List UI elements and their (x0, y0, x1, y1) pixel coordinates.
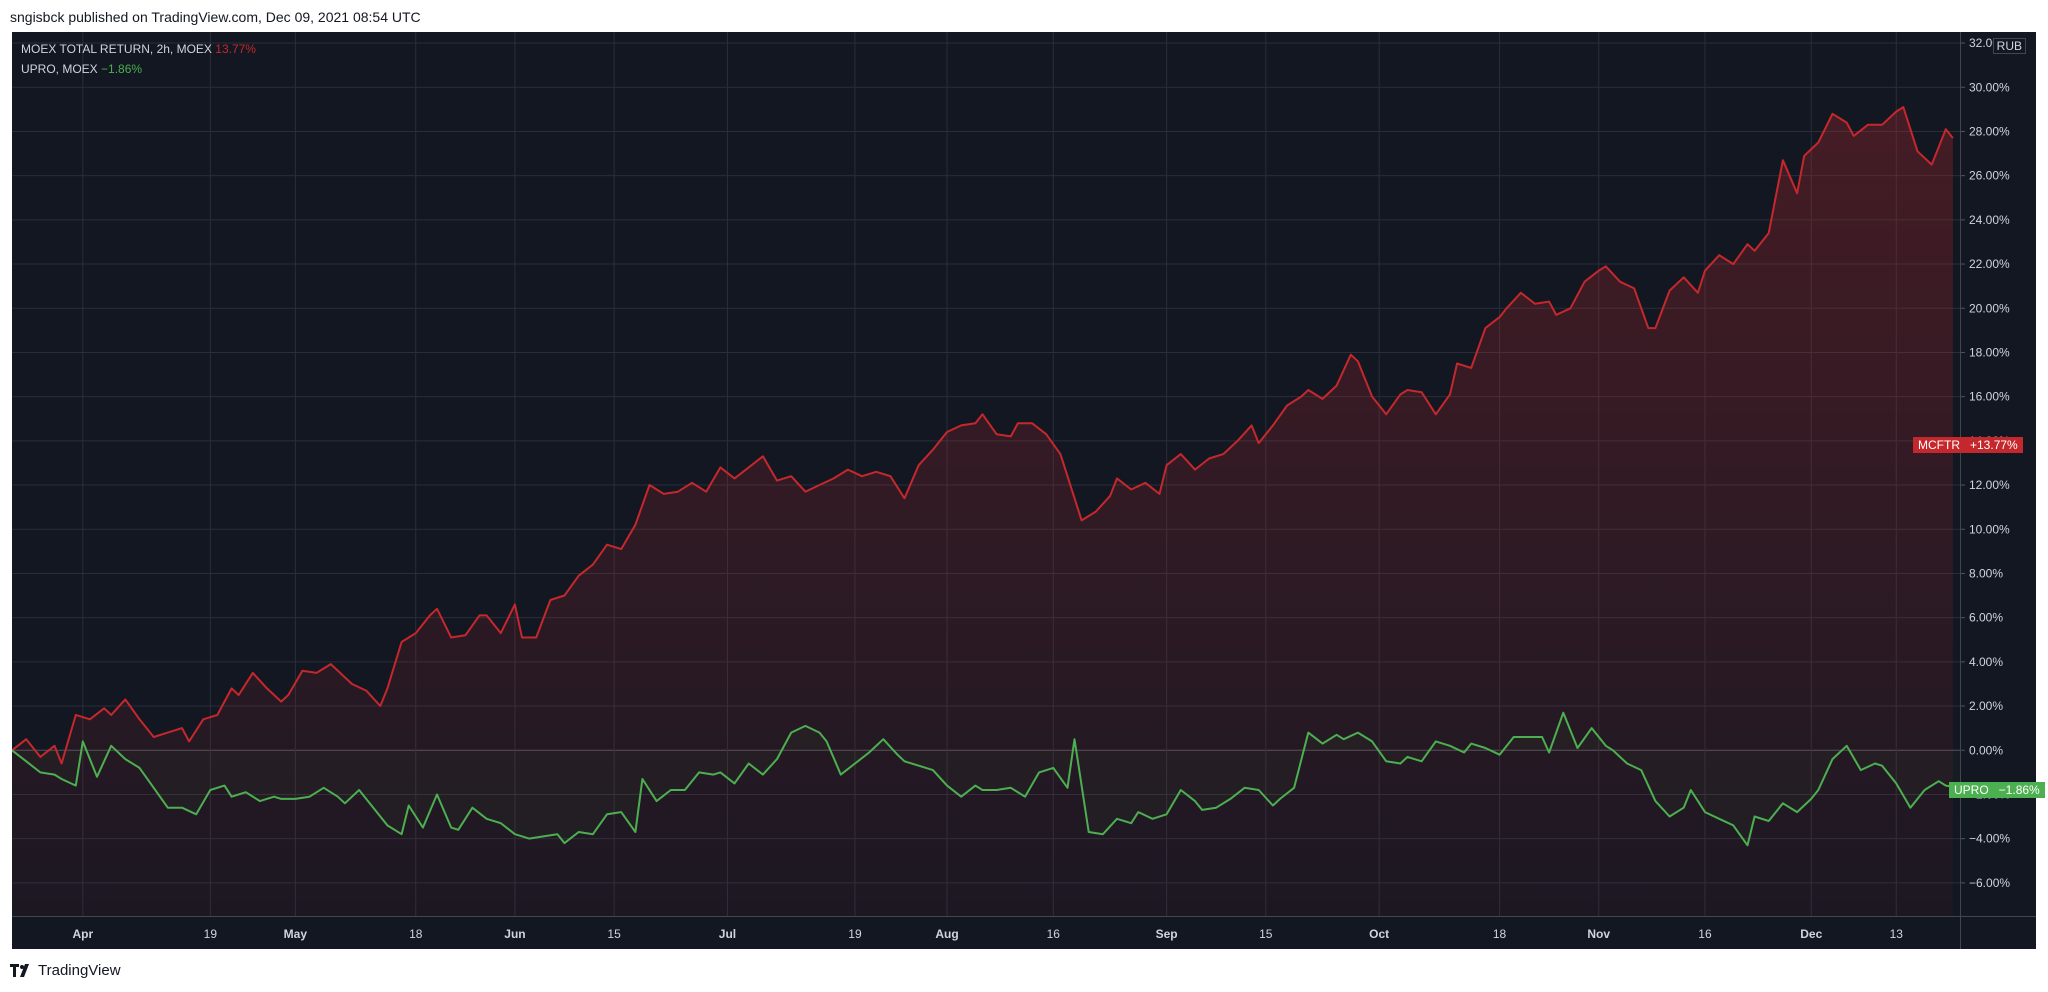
y-tick-label: 0.00% (1969, 743, 2003, 757)
series-line-moex[interactable] (12, 106, 1954, 765)
y-tick-label: 4.00% (1969, 655, 2003, 669)
chart-svg[interactable]: −6.00%−4.00%−2.00%0.00%2.00%4.00%6.00%8.… (12, 32, 2036, 949)
y-tick-label: 30.00% (1969, 80, 2010, 94)
legend-series1-name: MOEX TOTAL RETURN, 2h, MOEX (21, 42, 212, 56)
x-tick-label: Jul (719, 927, 736, 941)
axes-layer: −6.00%−4.00%−2.00%0.00%2.00%4.00%6.00%8.… (12, 32, 2036, 949)
series-line-upro[interactable] (12, 711, 1961, 847)
x-tick-label: 16 (1698, 927, 1712, 941)
y-tick-label: 24.00% (1969, 213, 2010, 227)
x-tick-label: 13 (1890, 927, 1904, 941)
x-tick-label: Dec (1800, 927, 1822, 941)
tradingview-logo-icon (10, 964, 29, 977)
y-tick-label: 8.00% (1969, 566, 2003, 580)
x-tick-label: 19 (848, 927, 862, 941)
currency-label[interactable]: RUB (1992, 38, 2026, 54)
series-area-moex (12, 107, 1953, 917)
x-tick-label: May (284, 927, 308, 941)
y-tick-label: 16.00% (1969, 390, 2010, 404)
x-tick-label: Aug (935, 927, 958, 941)
y-tick-label: 22.00% (1969, 257, 2010, 271)
x-tick-label: Oct (1369, 927, 1389, 941)
x-tick-label: 16 (1047, 927, 1061, 941)
published-info: sngisbck published on TradingView.com, D… (10, 9, 421, 25)
price-tag-label: MCFTR (1918, 437, 1960, 452)
y-tick-label: −6.00% (1969, 876, 2010, 890)
price-tag-mcftr[interactable]: MCFTR +13.77% (1913, 436, 2023, 453)
price-tag-upro[interactable]: UPRO −1.86% (1949, 782, 2045, 799)
y-tick-label: −4.00% (1969, 832, 2010, 846)
series-line-layer (12, 106, 1961, 847)
series-fill-layer (12, 107, 1960, 917)
y-tick-label: 18.00% (1969, 345, 2010, 359)
x-tick-label: 18 (409, 927, 423, 941)
x-tick-label: Apr (73, 927, 94, 941)
x-tick-label: 18 (1493, 927, 1507, 941)
chart-legend: MOEX TOTAL RETURN, 2h, MOEX 13.77% UPRO,… (21, 39, 256, 79)
x-tick-label: 15 (1259, 927, 1273, 941)
price-tag-value: −1.86% (1998, 783, 2040, 798)
legend-series2-change: −1.86% (101, 62, 143, 76)
price-tag-value: +13.77% (1970, 437, 2018, 452)
x-tick-label: Jun (504, 927, 525, 941)
y-tick-label: 12.00% (1969, 478, 2010, 492)
y-tick-label: 28.00% (1969, 124, 2010, 138)
y-tick-label: 20.00% (1969, 301, 2010, 315)
x-tick-label: 19 (204, 927, 218, 941)
x-tick-label: Sep (1156, 927, 1178, 941)
footer-brand[interactable]: TradingView (10, 962, 121, 979)
y-tick-label: 10.00% (1969, 522, 2010, 536)
legend-item-moex[interactable]: MOEX TOTAL RETURN, 2h, MOEX 13.77% (21, 39, 256, 59)
chart-panel[interactable]: −6.00%−4.00%−2.00%0.00%2.00%4.00%6.00%8.… (12, 32, 2045, 949)
footer-brand-text: TradingView (38, 962, 121, 979)
y-tick-label: 26.00% (1969, 169, 2010, 183)
legend-series1-change: 13.77% (215, 42, 256, 56)
series-area-upro (12, 712, 1960, 846)
legend-series2-name: UPRO, MOEX (21, 62, 98, 76)
y-tick-label: 2.00% (1969, 699, 2003, 713)
x-tick-label: Nov (1587, 927, 1610, 941)
price-tag-label: UPRO (1954, 783, 1989, 798)
legend-item-upro[interactable]: UPRO, MOEX −1.86% (21, 59, 256, 79)
y-tick-label: 6.00% (1969, 611, 2003, 625)
x-tick-label: 15 (607, 927, 621, 941)
